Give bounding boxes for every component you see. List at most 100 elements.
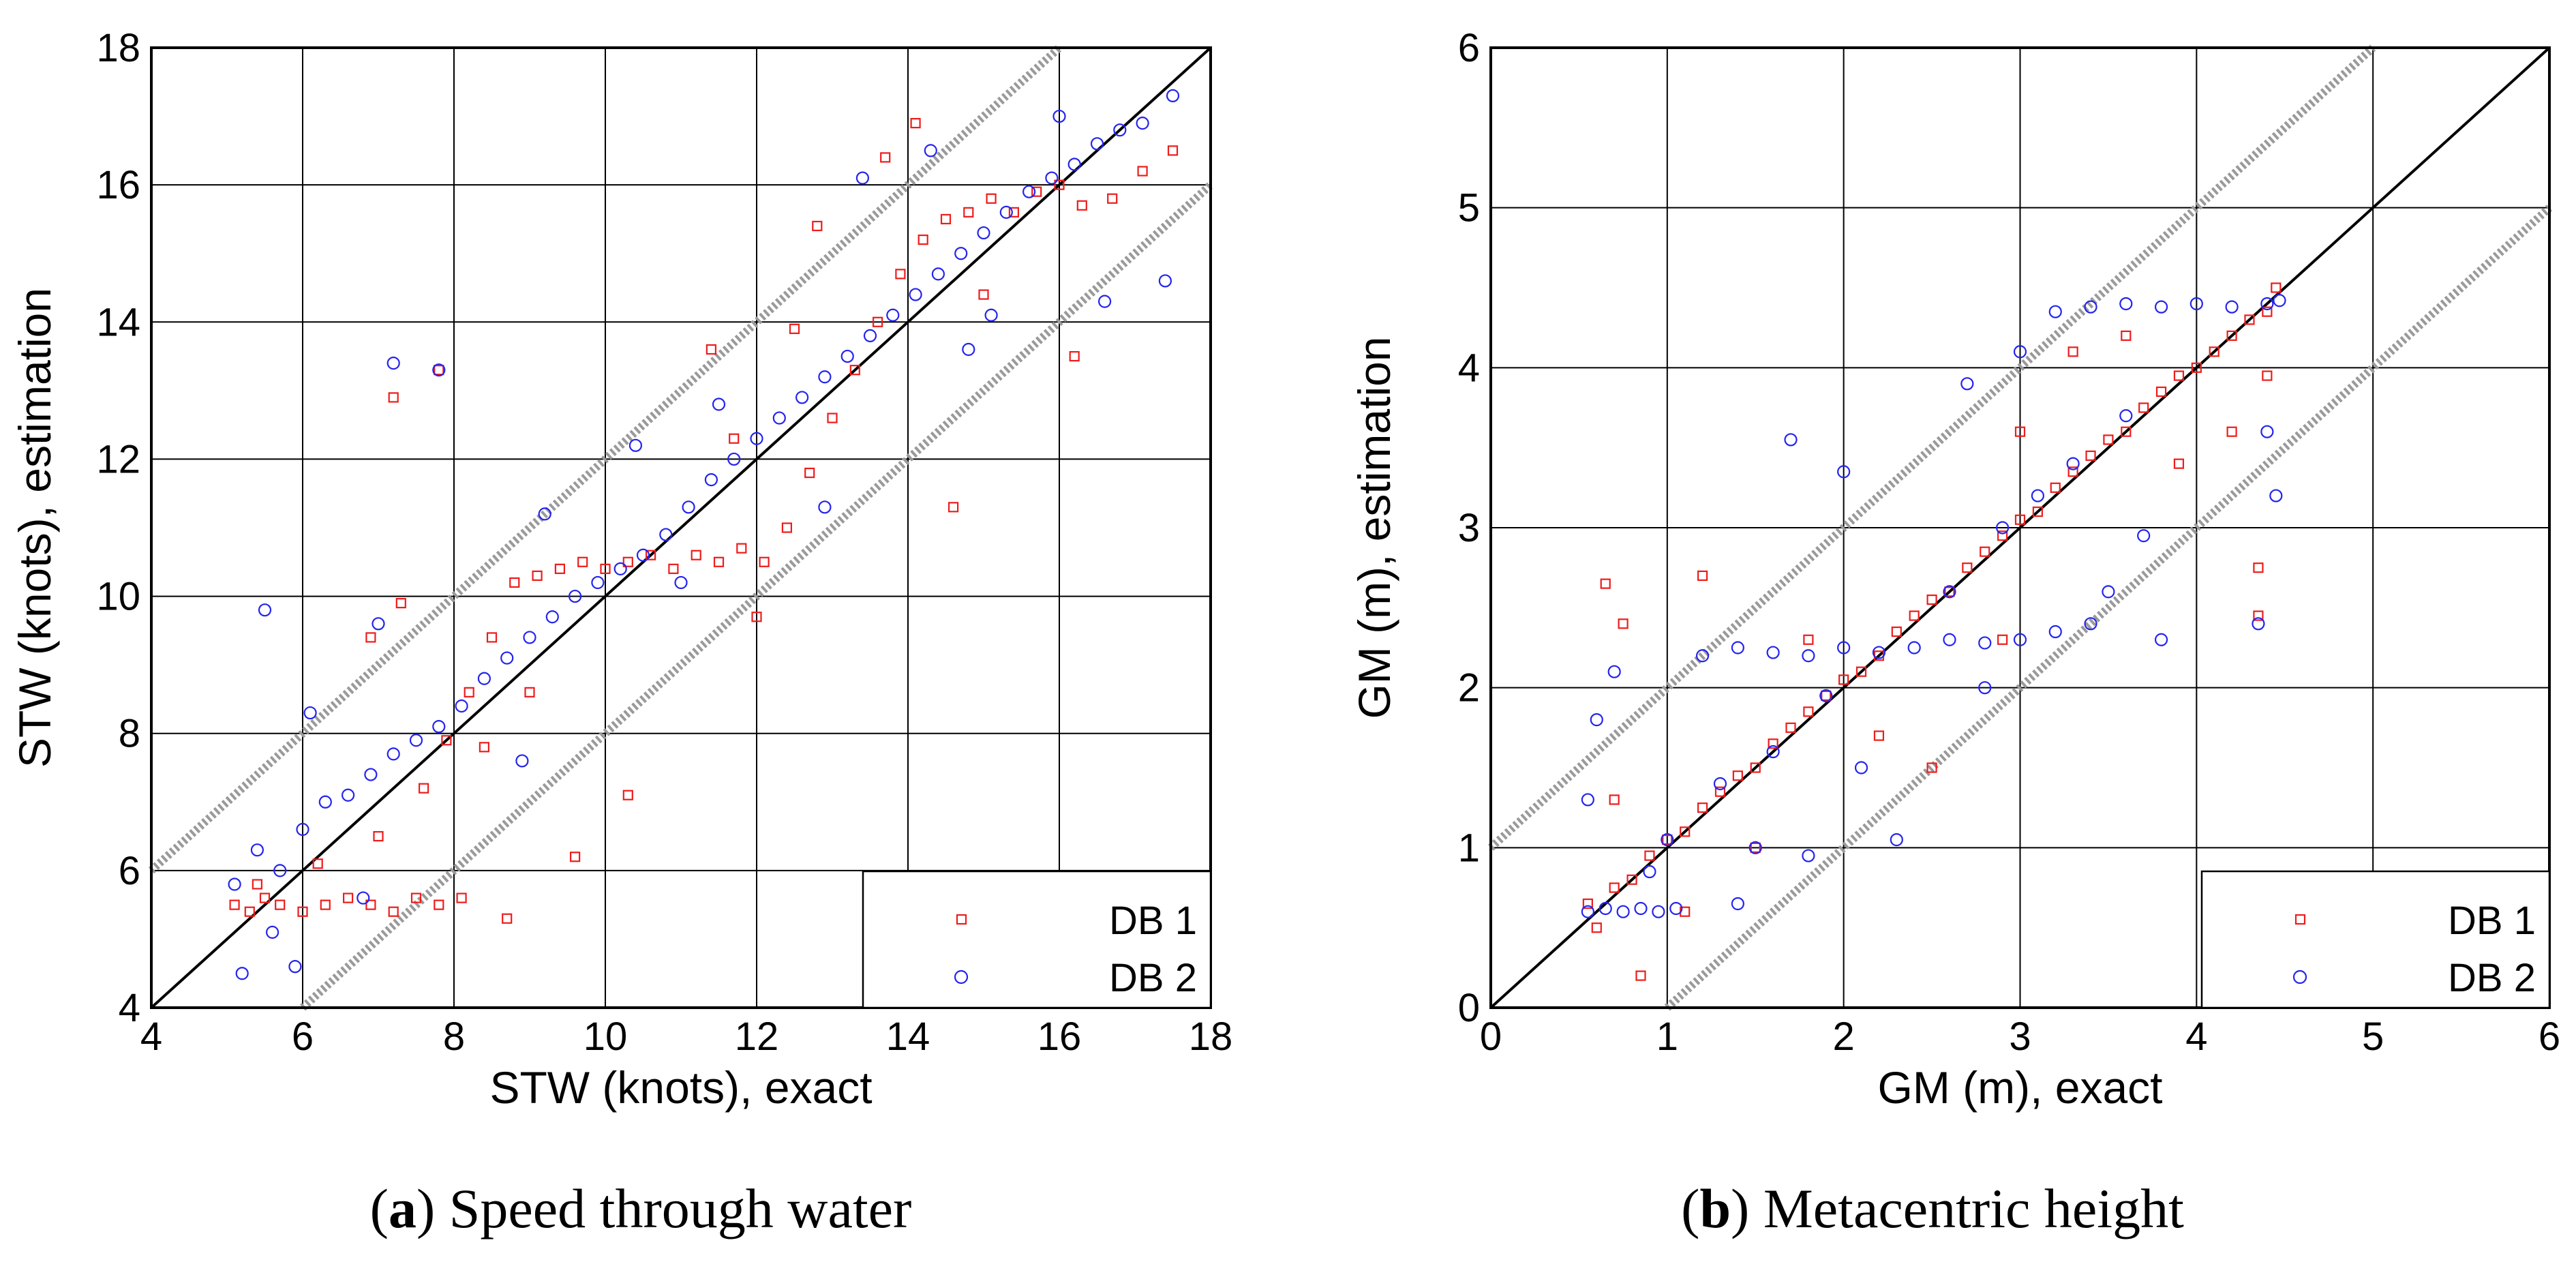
panel-b-legend-db1-label: DB 1 [2448,899,2536,943]
panel-b-legend-db1-marker [2294,914,2306,925]
panel-b-db1-point [1750,762,1761,773]
panel-a-db2-point [318,795,332,809]
panel-a-db1-point [418,783,429,794]
panel-b-db1-point [1926,762,1937,773]
panel-a-y-tick-label: 8 [119,712,140,756]
panel-a-db2-point [840,349,854,363]
panel-b-db1-point [1909,610,1920,621]
panel-b-db2-point [2013,345,2027,359]
panel-b-db2-point [2154,300,2168,314]
panel-a-db1-point [849,365,860,376]
panel-a-db1-point [622,556,633,567]
panel-b-db1-point [2032,506,2043,517]
panel-a-db2-point [266,925,279,939]
panel-a-db1-point [1031,186,1042,197]
panel-b-db2-point [1837,465,1851,479]
panel-b-db1-point [1997,634,2008,645]
panel-b-db1-point [1600,578,1611,589]
panel-a-db1-point [668,563,679,574]
panel-b-db2-point [2013,633,2027,646]
panel-a-db2-point [962,342,975,357]
panel-b-db2-point [2066,457,2080,470]
panel-b-legend-db2-marker [2292,970,2307,985]
panel-a-db2-point [924,144,937,157]
panel-a-db2-point [1136,117,1149,130]
panel-b-db2-point [2102,585,2115,599]
panel-a-db2-point [682,500,695,514]
panel-b-db1-point [1855,666,1867,677]
panel-b-y-tick-label: 0 [1458,986,1480,1030]
panel-a-db2-point [515,754,529,768]
panel-b-db2-point [2084,617,2097,631]
panel-b-db2-point [2048,305,2062,318]
panel-a-db2-point [1022,185,1036,198]
panel-a-db1-point [978,289,989,300]
panel-b-db1-point [1626,874,1637,885]
panel-a-x-tick-label: 18 [1189,1015,1233,1059]
panel-a-db1-point [312,858,323,869]
panel-a-db2-point [1158,274,1172,288]
panel-a-confidence-bands [148,44,1214,1011]
panel-a-db1-point [434,365,444,376]
panel-a-db2-point [342,788,355,802]
panel-b-db2-point [1581,905,1594,918]
panel-a-db1-point [1137,166,1148,177]
panel-b-db2-point [1854,761,1868,775]
panel-a-db1-point [827,412,838,423]
panel-b-db2-point [1943,585,1956,599]
panel-b-db2-point [2048,625,2062,639]
panel-a-db2-point [636,548,650,562]
panel-a-db2-point [455,699,468,713]
panel-b-db1-point [2262,306,2273,317]
panel-b-y-tick-labels: 0 1 2 3 4 5 6 [1458,26,1480,1030]
panel-a-db2-point [303,706,317,720]
panel-b-db1-point [1873,730,1885,741]
panel-a-db1-point [502,913,513,924]
panel-a-db2-point [228,877,241,891]
panel-a-db1-point [910,118,921,129]
panel-b-db1-point [1644,850,1655,861]
panel-b-db2-point [2269,489,2283,502]
panel-a-x-tick-label: 4 [140,1015,162,1059]
panel-b-db1-point [2121,426,2132,437]
panel-b-db2-point [2137,529,2151,543]
panel-b-db2-point [1996,521,2010,535]
panel-a-db1-point [622,790,633,800]
panel-b-db2-point [1731,897,1744,911]
panel-b-db1-point [1997,530,2008,541]
panel-b-db2-point [1607,665,1621,678]
panel-b-db1-point [2050,482,2061,493]
panel-b-y-tick-label: 6 [1458,26,1480,70]
panel-a-db1-point [343,892,354,903]
panel-b-db1-point [2173,370,2185,381]
panel-a-db1-point [1076,200,1087,211]
panel-a-db2-point [628,438,643,452]
panel-b-legend-box [2200,870,2551,1009]
panel-a-db2-point [659,528,673,541]
panel-b-db1-point [2226,330,2237,341]
panel-a-caption: (a) Speed through water [370,1177,912,1240]
panel-a-db1-point [532,570,543,582]
panel-a-db1-point [456,892,467,903]
panel-a-db1-point [713,556,725,567]
panel-a-db1-point [373,830,384,842]
panel-a-db2-point [288,960,302,974]
panel-a-db1-point [395,598,406,609]
panel-a-db1-point [434,899,444,910]
panel-b-db1-point [2138,402,2149,413]
panel-b-identity-line [1489,46,2551,1009]
panel-b-db2-point [1766,646,1780,659]
panel-a-db1-point [963,207,974,217]
panel-b-caption-letter: b [1699,1177,1731,1240]
panel-a-db2-point [357,891,370,905]
panel-a-x-tick-label: 6 [292,1015,314,1059]
panel-b-db1-point [1609,882,1620,893]
panel-b-db2-point [2189,297,2203,311]
panel-b-db2-point [1652,905,1665,918]
panel-a-db1-point [554,563,566,574]
panel-b-db1-point [2067,466,2078,477]
panel-a-db2-point [613,562,627,575]
panel-a-db1-point [736,543,747,554]
panel-a-db1-point [600,563,611,574]
panel-b-db2-point [2260,297,2274,311]
